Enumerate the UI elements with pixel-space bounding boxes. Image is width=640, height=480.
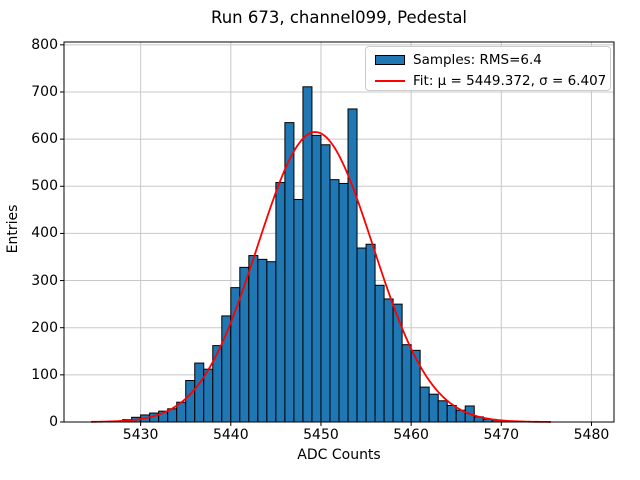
legend-entry-samples: Samples: RMS=6.4: [375, 51, 542, 69]
fit-line-swatch-icon: [375, 80, 405, 82]
fit-curve: [91, 131, 551, 423]
legend-entry-fit: Fit: μ = 5449.372, σ = 6.407: [375, 72, 606, 90]
y-tick-label: 400: [31, 225, 58, 242]
histogram-bar: [347, 108, 358, 423]
y-tick-label: 200: [31, 319, 58, 336]
histogram-bar: [311, 134, 322, 423]
legend-fit-label: Fit: μ = 5449.372, σ = 6.407: [413, 73, 607, 89]
x-tick-label: 5480: [573, 427, 610, 443]
histogram-bar: [320, 144, 331, 423]
y-tick-label: 100: [31, 366, 58, 383]
histogram-bar: [446, 404, 457, 423]
histogram-bar: [257, 258, 268, 423]
y-tick-label: 800: [31, 36, 58, 53]
y-tick-label: 600: [31, 131, 58, 148]
y-tick-label: 0: [49, 414, 58, 430]
x-axis-label: ADC Counts: [297, 447, 381, 463]
histogram-bar: [374, 284, 385, 423]
x-tick-label: 5460: [393, 427, 429, 443]
legend-box: Samples: RMS=6.4 Fit: μ = 5449.372, σ = …: [365, 46, 611, 91]
x-tick-label: 5430: [122, 427, 159, 443]
y-tick-label: 500: [31, 178, 58, 195]
histogram-bar: [248, 255, 259, 423]
histogram-bar: [203, 368, 214, 423]
samples-swatch-icon: [375, 55, 405, 65]
histogram-bar: [437, 400, 448, 423]
histogram-bar: [419, 386, 430, 423]
histogram-bar: [239, 266, 250, 423]
histogram-bar: [329, 179, 340, 423]
histogram-bar: [266, 261, 277, 423]
histogram-bar: [392, 303, 403, 423]
legend-samples-label: Samples: RMS=6.4: [413, 52, 542, 68]
histogram-bar: [275, 181, 286, 423]
x-tick-label: 5450: [303, 427, 339, 443]
histogram-bar: [194, 362, 205, 423]
histogram-bar: [401, 344, 412, 423]
histogram-bar: [338, 182, 349, 423]
histogram-bar: [356, 247, 367, 423]
histogram-bar: [365, 243, 376, 423]
histogram-bar: [293, 198, 304, 423]
histogram-bar: [230, 287, 241, 423]
histogram-bar: [428, 393, 439, 423]
y-tick-label: 300: [31, 272, 58, 289]
y-tick-label: 700: [31, 83, 58, 100]
histogram-bar: [212, 345, 223, 423]
histogram-bar: [185, 380, 196, 423]
x-tick-label: 5470: [483, 427, 520, 443]
chart-title: Run 673, channel099, Pedestal: [210, 8, 468, 27]
histogram-bar: [383, 298, 394, 423]
histogram-bar: [410, 349, 421, 423]
x-tick-label: 5440: [212, 427, 249, 443]
